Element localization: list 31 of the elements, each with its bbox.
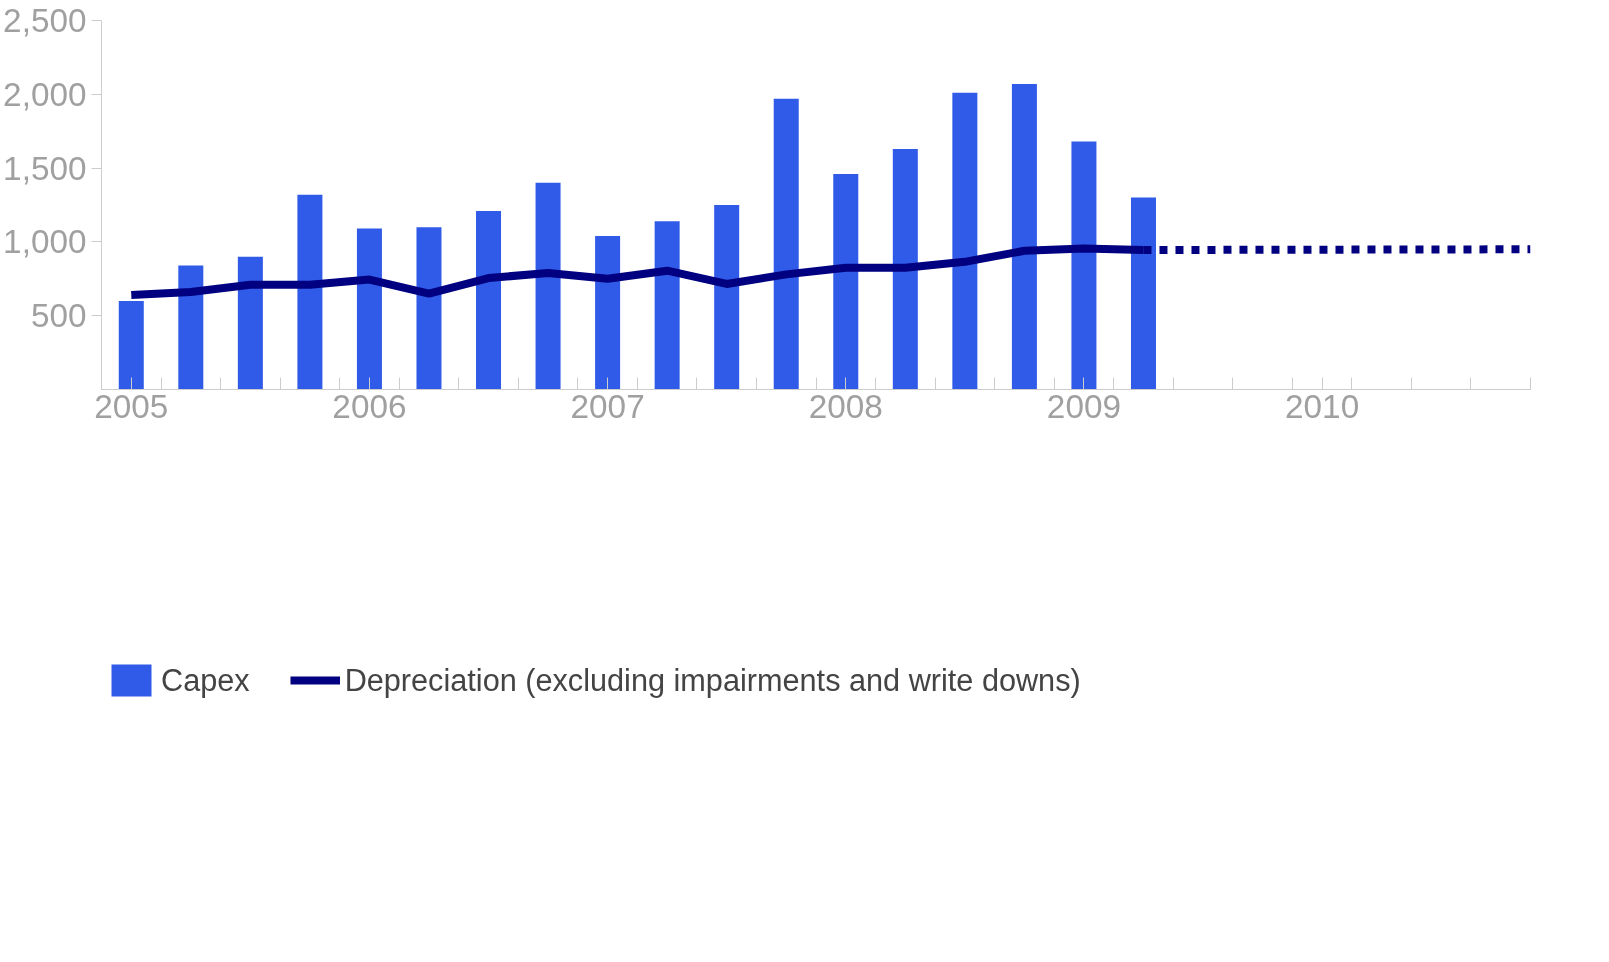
bar (833, 174, 859, 390)
y-tick-label: 2,500 (3, 2, 87, 39)
bar (952, 92, 978, 390)
bar (237, 256, 263, 390)
legend-label: Depreciation (excluding impairments and write downs) (344, 662, 1081, 698)
bar (535, 182, 561, 390)
bar (1071, 141, 1097, 390)
bar (118, 300, 144, 390)
y-tick-label: 1,000 (3, 223, 87, 261)
x-tick-label: 2009 (1046, 387, 1122, 425)
bar (654, 221, 680, 390)
bar (1130, 197, 1156, 390)
x-tick-label: 2005 (94, 387, 169, 425)
bar (714, 205, 740, 390)
bar (178, 265, 204, 390)
y-tick-label: 1,500 (3, 149, 87, 187)
bar (1011, 83, 1037, 390)
bar (416, 227, 442, 390)
x-tick-label: 2006 (332, 387, 407, 425)
y-tick-label: 2,000 (3, 75, 87, 113)
bar (595, 236, 621, 390)
x-tick-label: 2010 (1285, 387, 1360, 425)
x-tick-label: 2007 (570, 387, 645, 425)
x-tick-label: 2008 (808, 387, 883, 425)
y-tick-label: 500 (30, 297, 87, 335)
bar (356, 228, 382, 390)
bar (297, 194, 323, 390)
bar (892, 148, 918, 390)
bar (476, 210, 502, 390)
bar (773, 98, 799, 390)
legend-label: Capex (161, 662, 250, 698)
